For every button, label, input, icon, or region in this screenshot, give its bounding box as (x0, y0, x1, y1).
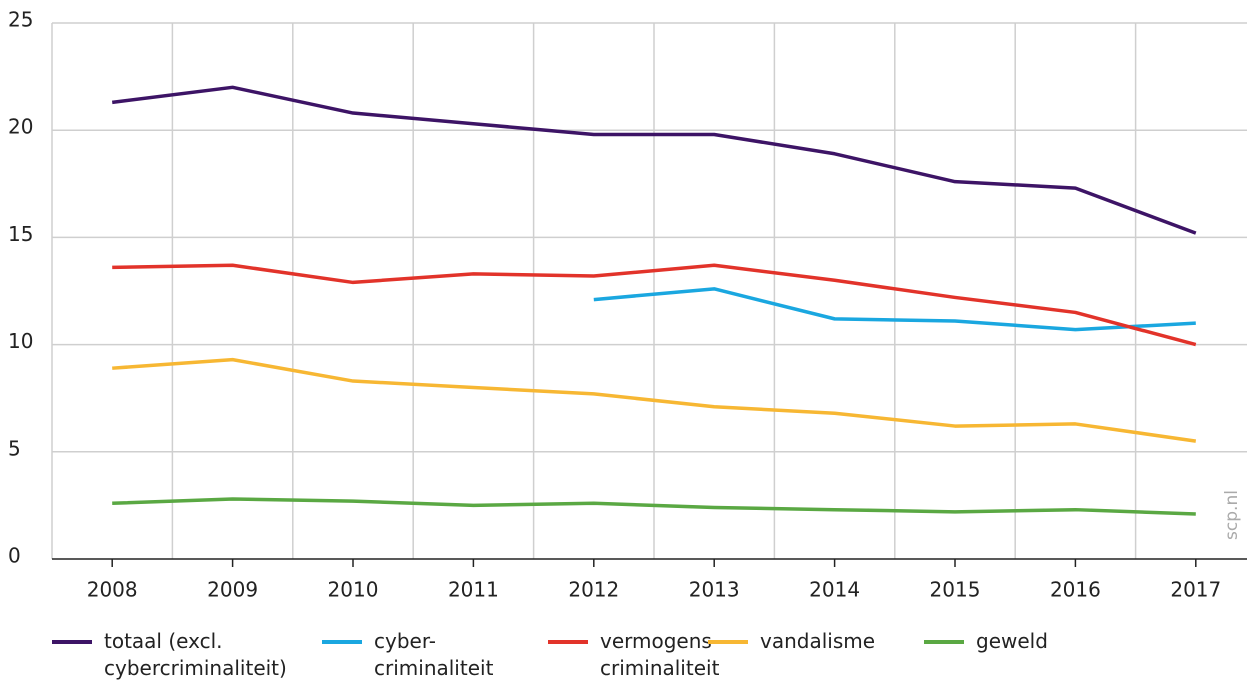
series-line (112, 263, 1197, 347)
x-tick-label: 2009 (207, 578, 258, 602)
legend-label: totaal (excl. cybercriminaliteit) (104, 629, 287, 680)
x-tick-label: 2014 (809, 578, 860, 602)
y-tick-label: 20 (8, 115, 33, 139)
y-tick-label: 10 (8, 329, 33, 353)
x-tick-label: 2012 (568, 578, 619, 602)
legend-label: geweld (976, 629, 1048, 653)
y-tick-label: 15 (8, 222, 33, 246)
x-tick-label: 2017 (1170, 578, 1221, 602)
legend-swatch (708, 640, 748, 644)
legend-label: cyber- criminaliteit (374, 629, 494, 680)
legend-label: vandalisme (760, 629, 876, 653)
series-line (112, 357, 1197, 443)
x-tick-label: 2011 (448, 578, 499, 602)
x-tick-label: 2010 (328, 578, 379, 602)
x-tick-label: 2015 (930, 578, 981, 602)
series-line (111, 85, 1197, 235)
legend-label: vermogens- criminaliteit (600, 629, 720, 680)
legend-swatch (924, 640, 964, 644)
series-line (593, 287, 1196, 332)
x-tick-label: 2008 (87, 578, 138, 602)
x-tick-label: 2013 (689, 578, 740, 602)
chart: 0 5 10 15 20 25 2008 2009 2010 2011 2012 2013 2014 20… (8, 8, 1247, 602)
series-line (112, 497, 1196, 516)
legend-swatch (322, 640, 362, 644)
legend-swatch (52, 640, 92, 644)
y-tick-label: 5 (8, 436, 21, 460)
legend-swatch (548, 640, 588, 644)
watermark: scp.nl (1222, 490, 1242, 540)
y-tick-label: 25 (8, 8, 33, 32)
y-tick-label: 0 (8, 544, 21, 568)
x-tick-label: 2016 (1050, 578, 1101, 602)
